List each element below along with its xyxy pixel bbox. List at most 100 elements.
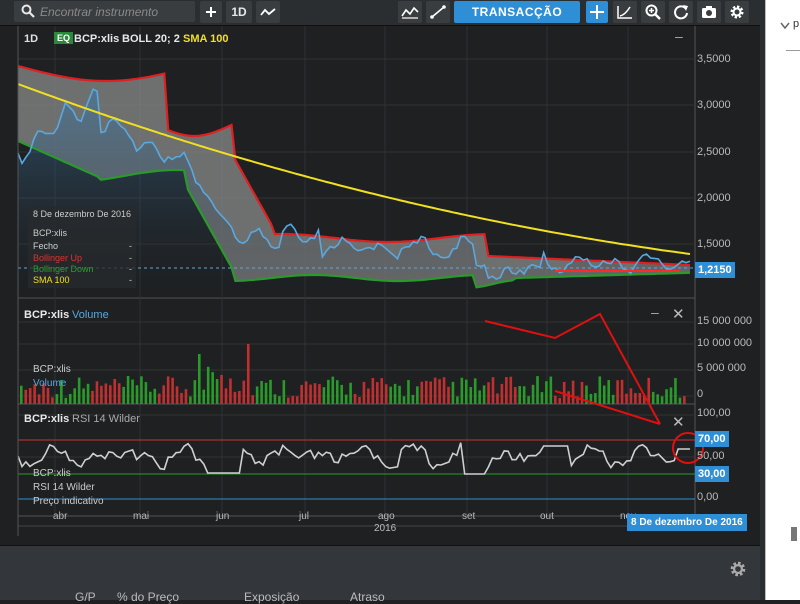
main-interval: 1D xyxy=(24,33,39,45)
volume-y-tick: 15 000 000 xyxy=(697,315,753,327)
volume-legend-name: BCP:xlis xyxy=(33,364,71,375)
last-price-badge: 1,2150 xyxy=(695,262,735,278)
volume-bar xyxy=(656,394,659,404)
boll-legend: BOLL 20; 2 xyxy=(122,33,180,45)
volume-bar xyxy=(411,394,415,404)
volume-bar xyxy=(522,386,526,404)
chart-type-button[interactable] xyxy=(256,1,280,23)
minimize-main-button[interactable]: – xyxy=(675,28,683,44)
rsi-indicator: RSI 14 Wilder xyxy=(72,413,140,425)
volume-bar xyxy=(674,378,677,404)
volume-bar xyxy=(384,384,388,404)
volume-bar xyxy=(478,390,481,404)
volume-bar xyxy=(131,379,134,404)
column-header[interactable]: G/P xyxy=(75,590,96,604)
chevron-down-icon xyxy=(780,22,790,30)
volume-bar xyxy=(100,385,103,404)
bollinger-down-line xyxy=(17,139,691,289)
axis-button[interactable] xyxy=(613,1,637,23)
add-button[interactable] xyxy=(200,1,222,23)
volume-bar xyxy=(157,393,161,404)
camera-icon xyxy=(702,6,716,18)
y-tick: 2,5000 xyxy=(697,146,731,158)
volume-bar xyxy=(473,378,477,404)
tooltip-row-label: Bollinger Down xyxy=(33,264,94,274)
tooltip-name: BCP:xlis xyxy=(33,228,68,238)
rsi-y-tick: 100,00 xyxy=(697,407,731,419)
search-box[interactable] xyxy=(14,1,195,22)
volume-bar xyxy=(651,391,655,404)
crosshair-icon xyxy=(590,5,604,19)
column-header[interactable]: Atraso xyxy=(350,590,385,604)
volume-bar xyxy=(358,397,361,404)
volume-bar xyxy=(171,377,174,404)
volume-bar xyxy=(211,372,214,404)
close-volume-button[interactable]: ✕ xyxy=(672,306,685,323)
trendline-icon xyxy=(430,5,446,19)
refresh-button[interactable] xyxy=(669,1,693,23)
volume-bar xyxy=(126,376,130,404)
volume-bar xyxy=(264,382,268,404)
crosshair-button[interactable] xyxy=(586,1,608,23)
volume-bar xyxy=(407,380,410,404)
indicators-button[interactable] xyxy=(398,1,422,23)
volume-bar xyxy=(456,396,459,404)
volume-bar xyxy=(180,392,183,404)
volume-bar xyxy=(24,389,28,404)
column-header[interactable]: % do Preço xyxy=(117,590,180,604)
chart-area[interactable]: 1D EQ BCP:xlis BOLL 20; 2 SMA 100 – 3,50… xyxy=(0,26,760,536)
x-tick-month: jun xyxy=(216,511,230,522)
column-header[interactable]: Exposição xyxy=(244,590,300,604)
rsi-legend-extra: Preço indicativo xyxy=(33,496,104,507)
volume-panel xyxy=(18,321,695,405)
volume-bar xyxy=(554,395,557,404)
gear-icon[interactable] xyxy=(729,560,747,578)
volume-bar xyxy=(242,380,246,404)
volume-bar xyxy=(482,385,486,404)
volume-bar xyxy=(55,394,59,404)
minimize-volume-button[interactable]: – xyxy=(651,304,659,320)
transaction-button[interactable]: TRANSACÇÃO xyxy=(454,1,580,23)
volume-bar xyxy=(215,379,219,404)
chart-canvas xyxy=(17,26,704,536)
volume-bar xyxy=(389,386,392,404)
settings-button[interactable] xyxy=(725,1,749,23)
volume-bar xyxy=(273,394,277,404)
positions-panel: G/P % do Preço Exposição Atraso xyxy=(0,545,760,604)
snapshot-button[interactable] xyxy=(697,1,721,23)
volume-bar xyxy=(104,383,108,404)
volume-y-tick: 10 000 000 xyxy=(697,337,753,349)
side-divider xyxy=(786,50,800,51)
close-rsi-button[interactable]: ✕ xyxy=(672,414,685,431)
refresh-icon xyxy=(674,5,688,20)
draw-line-button[interactable] xyxy=(426,1,450,23)
volume-bar xyxy=(309,384,312,404)
price-line xyxy=(17,88,691,281)
tooltip-date: 8 De dezembro De 2016 xyxy=(33,209,132,219)
volume-bar xyxy=(678,397,682,404)
search-input[interactable] xyxy=(40,3,190,20)
gear-icon xyxy=(730,5,744,19)
volume-bar xyxy=(469,387,473,404)
volume-bar xyxy=(362,381,366,404)
volume-bar xyxy=(349,382,352,404)
rsi-line xyxy=(17,442,690,475)
bollinger-up-line xyxy=(17,64,691,267)
side-scroll-handle[interactable] xyxy=(791,527,797,541)
volume-bar xyxy=(629,388,633,404)
volume-bar xyxy=(269,379,272,404)
volume-bar xyxy=(68,393,72,404)
zoom-button[interactable] xyxy=(641,1,665,23)
volume-bar xyxy=(376,382,379,404)
volume-bar xyxy=(260,380,263,404)
volume-bar xyxy=(580,381,584,404)
interval-button[interactable]: 1D xyxy=(226,1,252,23)
tooltip-row-value: - xyxy=(129,241,132,251)
volume-bar xyxy=(647,377,651,404)
volume-bar xyxy=(625,393,628,404)
volume-bar xyxy=(77,377,81,404)
volume-bar xyxy=(549,376,553,404)
volume-bar xyxy=(527,396,530,404)
volume-bar xyxy=(60,379,63,404)
volume-bar xyxy=(558,397,562,404)
